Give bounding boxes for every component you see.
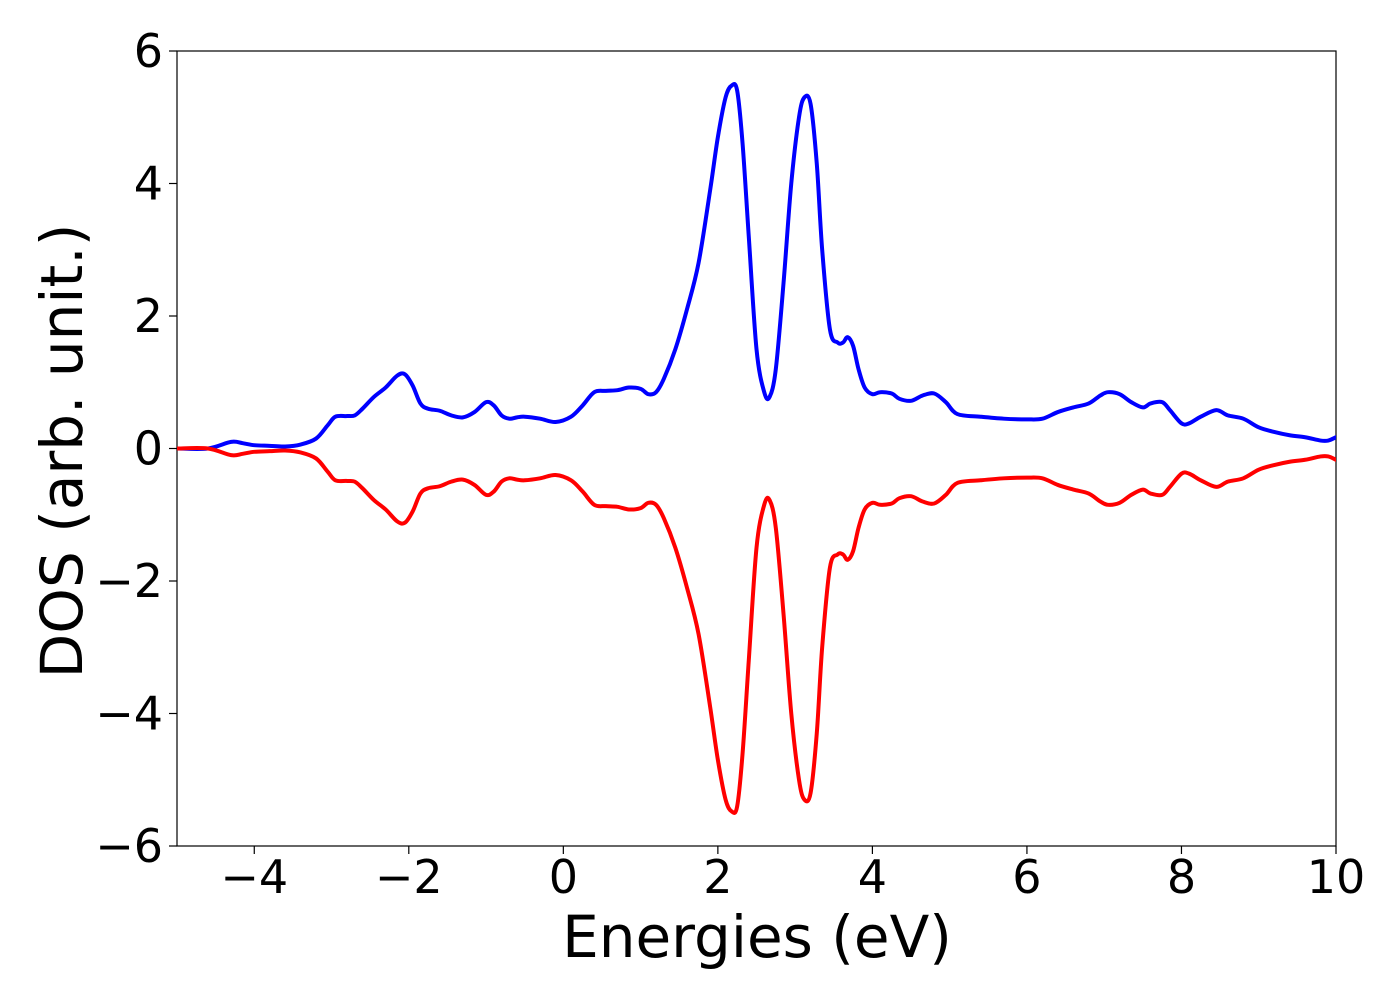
y-tick-label: −2 [95, 554, 163, 608]
x-axis-label: Energies (eV) [562, 903, 952, 971]
y-tick-label: 0 [134, 422, 163, 476]
y-tick-label: −6 [95, 819, 163, 873]
y-tick-label: 2 [134, 289, 163, 343]
x-tick-label: 8 [1167, 850, 1196, 904]
y-tick-label: −4 [95, 687, 163, 741]
x-tick-label: 10 [1307, 850, 1366, 904]
series-line-spin-down [177, 446, 1336, 815]
x-tick-label: 6 [1012, 850, 1041, 904]
x-tick-label: 0 [549, 850, 578, 904]
plot-area [176, 50, 1337, 847]
y-tick-label: 4 [134, 157, 163, 211]
series-line-spin-up [177, 82, 1336, 451]
y-tick-label: 6 [134, 24, 163, 78]
x-tick-label: −4 [220, 850, 288, 904]
x-tick-label: −2 [375, 850, 443, 904]
x-tick-label: 2 [703, 850, 732, 904]
ticks-group: −4 −2 0 2 4 6 8 10 −6 −4 −2 0 2 4 6 [95, 24, 1365, 904]
series-group [177, 82, 1336, 815]
x-tick-label: 4 [858, 850, 887, 904]
y-axis-label: DOS (arb. unit.) [28, 224, 96, 679]
plot-frame [176, 50, 1337, 847]
